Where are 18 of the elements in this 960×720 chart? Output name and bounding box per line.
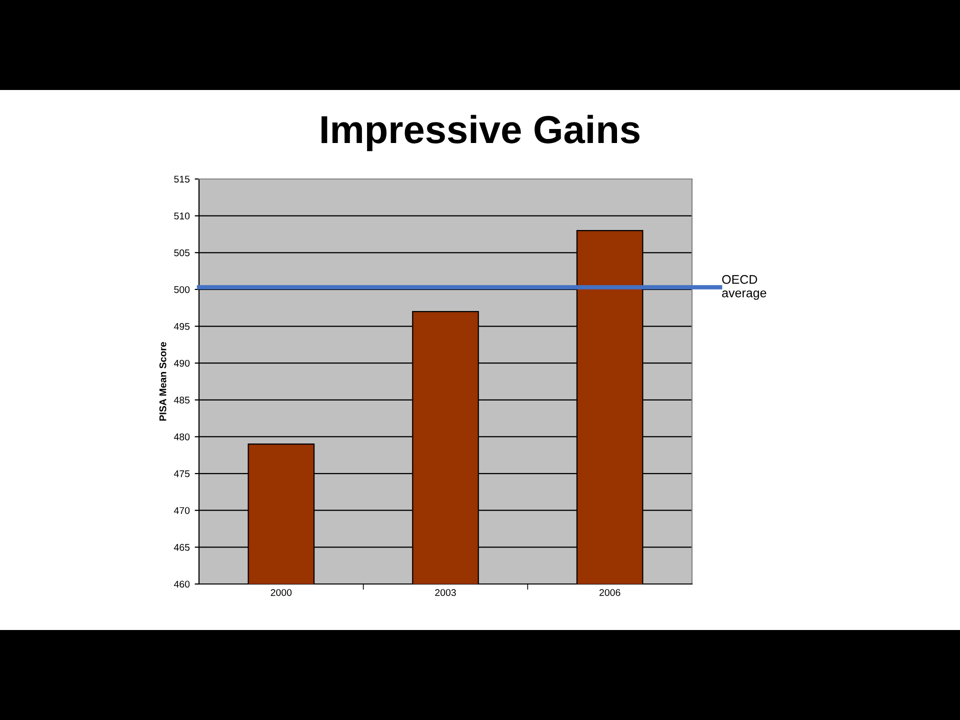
- x-tick-label: 2006: [600, 589, 620, 596]
- y-tick-label: 475: [174, 470, 190, 478]
- y-tick-label: 490: [174, 360, 190, 367]
- y-tick-label: 510: [174, 212, 190, 220]
- y-tick-label: 465: [174, 544, 190, 551]
- chart-title: Impressive Gains: [322, 114, 640, 152]
- y-tick-label: 460: [174, 580, 190, 588]
- y-tick-label: 470: [174, 507, 190, 514]
- y-tick-label: 485: [174, 396, 190, 404]
- ref-line-label: OECD average: [722, 275, 766, 300]
- y-tick-label: 505: [174, 249, 190, 256]
- y-tick-label: 480: [174, 433, 190, 440]
- y-tick-label: 495: [174, 323, 190, 330]
- x-tick-label: 2003: [435, 589, 456, 596]
- y-tick-label: 515: [174, 176, 190, 183]
- y-tick-label: 500: [174, 286, 190, 294]
- y-axis-title: PISA Mean Score: [159, 342, 166, 421]
- x-tick-label: 2000: [270, 589, 292, 596]
